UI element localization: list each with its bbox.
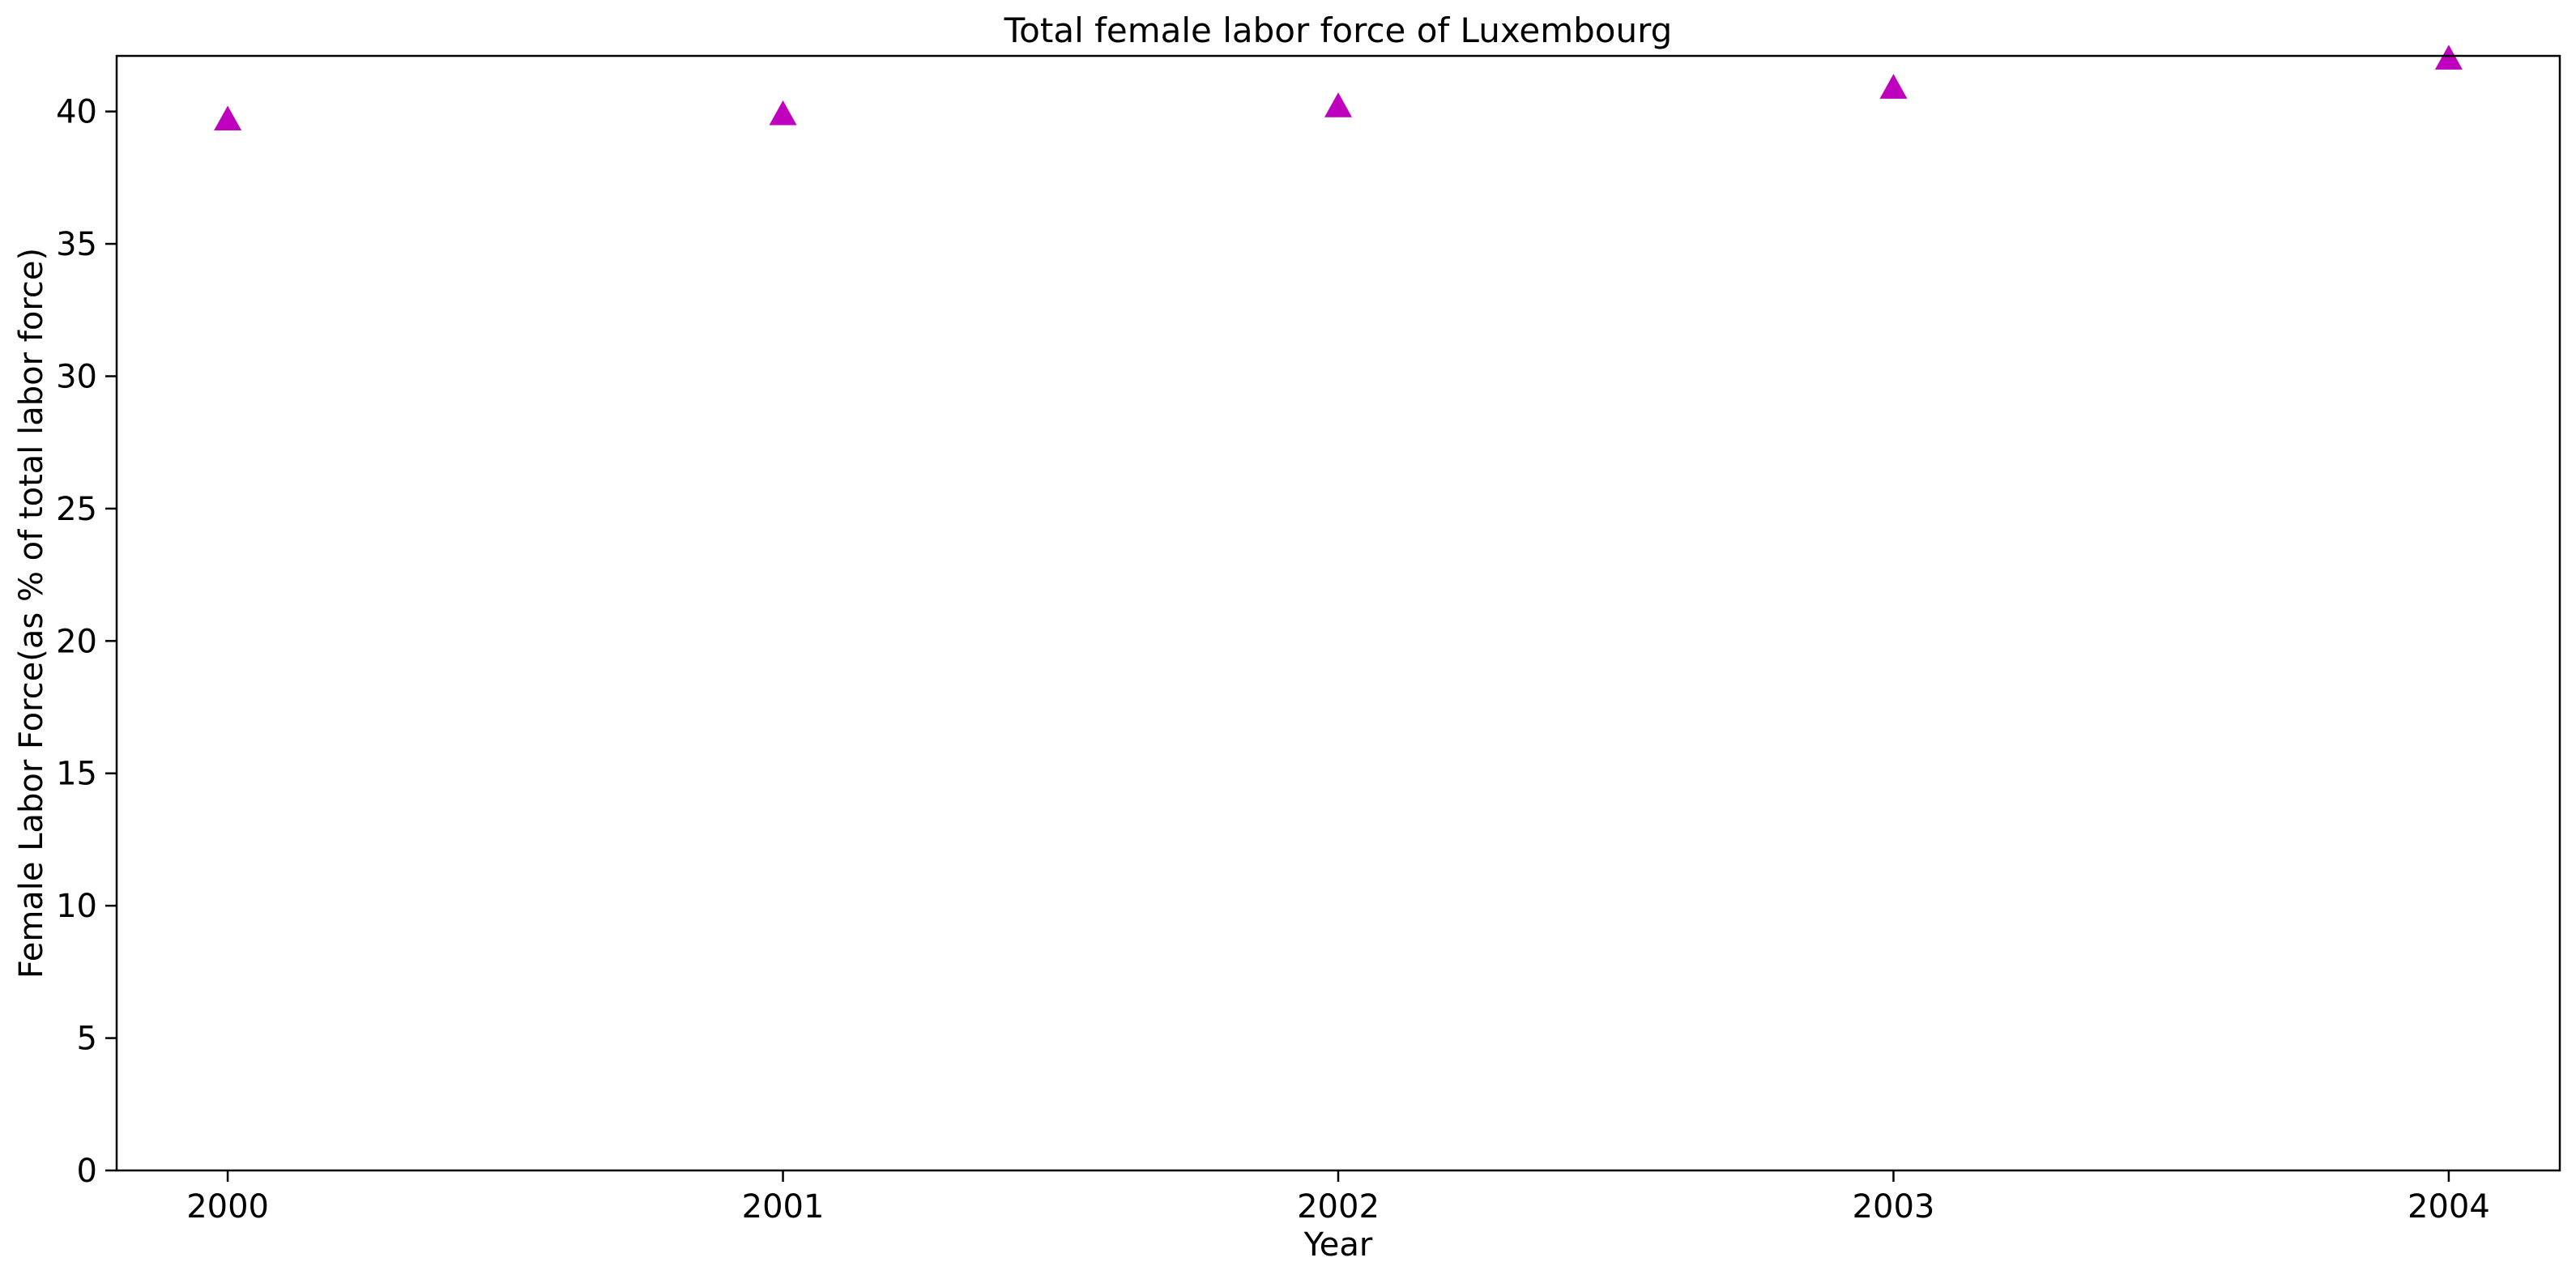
y-axis-title: Female Labor Force(as % of total labor f… xyxy=(13,248,50,978)
x-axis: 2000 2001 2002 2003 2004 xyxy=(186,1170,2490,1226)
x-tick-label: 2000 xyxy=(186,1188,269,1226)
y-axis: 0 5 10 15 20 25 30 35 40 xyxy=(56,94,117,1190)
data-point xyxy=(1324,92,1352,117)
data-point xyxy=(770,100,797,126)
y-tick-label: 20 xyxy=(56,623,97,660)
y-tick-label: 25 xyxy=(56,491,97,528)
data-points xyxy=(214,45,2463,130)
y-tick-label: 15 xyxy=(56,756,97,793)
y-tick-label: 0 xyxy=(77,1153,97,1190)
plot-frame xyxy=(117,56,2560,1170)
x-tick-label: 2001 xyxy=(742,1188,825,1226)
y-tick-label: 30 xyxy=(56,358,97,395)
x-axis-title: Year xyxy=(1303,1226,1373,1264)
y-tick-label: 10 xyxy=(56,888,97,925)
x-tick-label: 2003 xyxy=(1853,1188,1935,1226)
y-tick-label: 40 xyxy=(56,94,97,131)
x-tick-label: 2002 xyxy=(1297,1188,1380,1226)
chart-title: Total female labor force of Luxembourg xyxy=(1004,11,1673,50)
data-point xyxy=(2435,45,2463,70)
data-point xyxy=(214,105,241,130)
x-tick-label: 2004 xyxy=(2408,1188,2490,1226)
y-tick-label: 5 xyxy=(77,1021,97,1058)
data-point xyxy=(1879,74,1907,99)
y-tick-label: 35 xyxy=(56,226,97,263)
